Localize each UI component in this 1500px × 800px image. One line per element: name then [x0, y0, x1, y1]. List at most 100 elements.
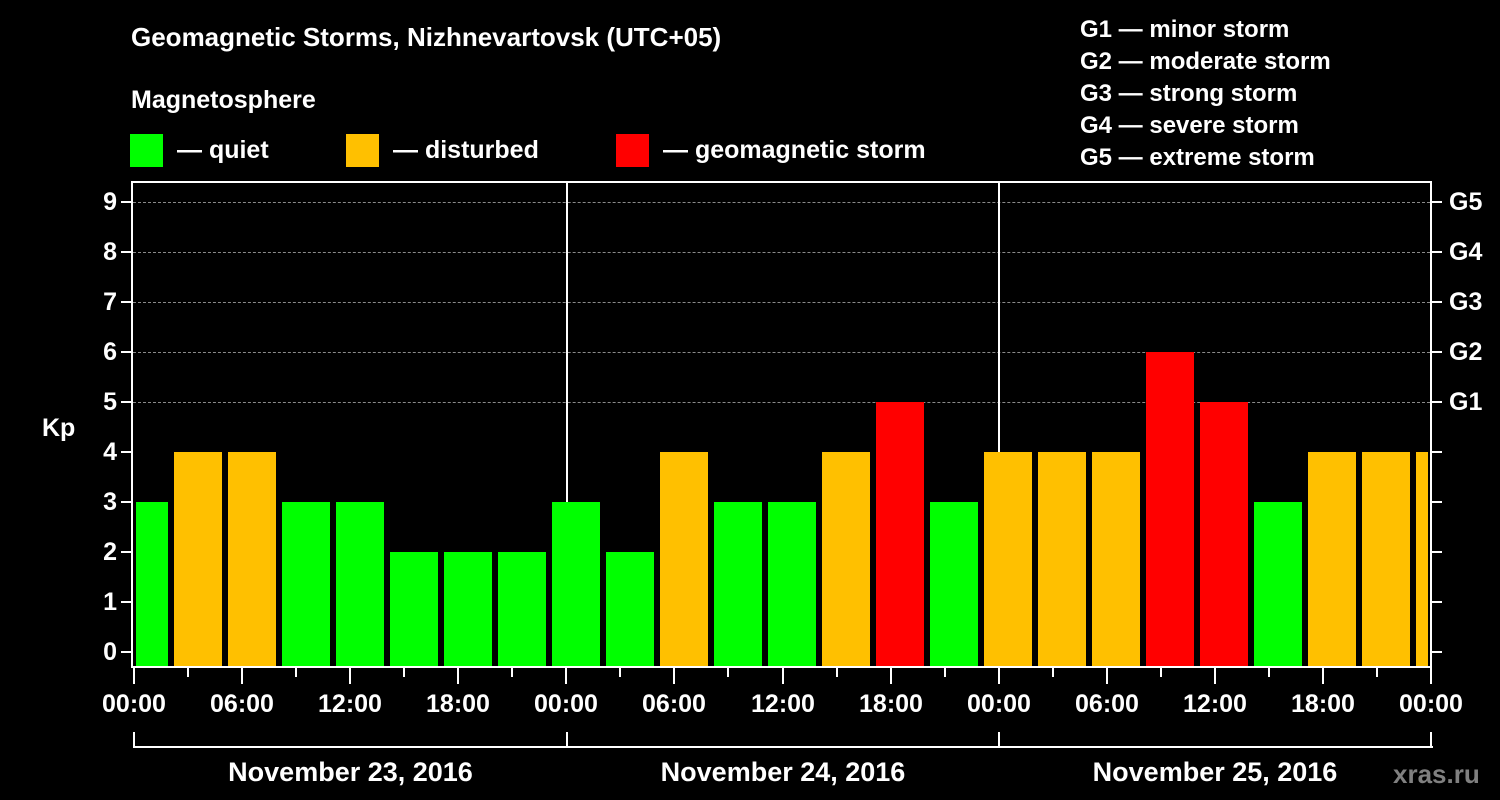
x-tick — [890, 668, 892, 684]
x-tick-label: 18:00 — [426, 690, 490, 718]
x-tick — [619, 668, 621, 677]
y-tick — [121, 451, 131, 453]
legend-item-storm: — geomagnetic storm — [616, 134, 926, 167]
date-bracket-tick — [566, 732, 568, 748]
chart-title: Geomagnetic Storms, Nizhnevartovsk (UTC+… — [131, 22, 722, 52]
g-tick-label: G2 — [1449, 338, 1483, 366]
y-tick-label: 0 — [103, 638, 117, 666]
date-label: November 24, 2016 — [660, 757, 906, 787]
kp-bar-storm — [1200, 402, 1248, 667]
gridline — [133, 352, 1430, 353]
y-tick-right — [1432, 251, 1442, 253]
kp-bar-quiet — [336, 502, 384, 667]
y-axis-label: Kp — [42, 414, 76, 442]
x-tick — [1106, 668, 1108, 684]
y-tick — [121, 351, 131, 353]
y-tick-label: 7 — [103, 288, 117, 316]
plot-area — [131, 181, 1432, 668]
kp-bar-disturbed — [1308, 452, 1356, 667]
day-divider — [998, 183, 1000, 667]
kp-bar-storm — [876, 402, 924, 667]
x-tick — [727, 668, 729, 677]
kp-bar-quiet — [390, 552, 438, 667]
legend-label-storm: — geomagnetic storm — [663, 136, 926, 164]
x-tick — [673, 668, 675, 684]
gridline — [133, 252, 1430, 253]
x-tick-label: 06:00 — [210, 690, 274, 718]
kp-bar-quiet — [930, 502, 978, 667]
date-label: November 23, 2016 — [228, 757, 473, 787]
x-tick — [187, 668, 189, 677]
x-tick — [1376, 668, 1378, 677]
gridline — [133, 202, 1430, 203]
g-scale-item: G1 — minor storm — [1080, 16, 1290, 43]
x-tick — [1430, 668, 1432, 684]
legend-swatch-storm — [616, 134, 649, 167]
x-tick-label: 18:00 — [1291, 690, 1355, 718]
y-tick-label: 5 — [103, 388, 117, 416]
gridline — [133, 402, 1430, 403]
x-tick-label: 12:00 — [1183, 690, 1247, 718]
kp-bar-disturbed — [660, 452, 708, 667]
x-tick — [1052, 668, 1054, 677]
y-tick-right — [1432, 201, 1442, 203]
day-divider — [566, 183, 568, 667]
legend-item-quiet: — quiet — [130, 134, 269, 167]
kp-bar-quiet — [552, 502, 600, 667]
kp-bar-quiet — [282, 502, 330, 667]
x-tick — [836, 668, 838, 677]
y-tick — [121, 651, 131, 653]
y-tick — [121, 551, 131, 553]
legend-label-quiet: — quiet — [177, 136, 269, 164]
y-tick-right — [1432, 551, 1442, 553]
x-tick — [457, 668, 459, 684]
kp-bar-quiet — [444, 552, 492, 667]
x-tick-label: 00:00 — [1399, 690, 1463, 718]
date-bracket-tick — [133, 732, 135, 748]
y-tick-right — [1432, 451, 1442, 453]
x-tick — [1322, 668, 1324, 684]
kp-bar-quiet — [768, 502, 816, 667]
gridline — [133, 302, 1430, 303]
y-tick — [121, 301, 131, 303]
g-scale-item: G2 — moderate storm — [1080, 48, 1331, 75]
date-bracket-tick — [998, 732, 1000, 748]
x-tick-label: 00:00 — [534, 690, 598, 718]
y-tick-right — [1432, 501, 1442, 503]
g-tick-label: G3 — [1449, 288, 1483, 316]
y-tick-label: 4 — [103, 438, 117, 466]
x-tick-label: 00:00 — [967, 690, 1031, 718]
legend-label-disturbed: — disturbed — [393, 136, 539, 164]
date-label: November 25, 2016 — [1092, 757, 1338, 787]
kp-bar-disturbed — [984, 452, 1032, 667]
g-scale-item: G3 — strong storm — [1080, 80, 1298, 107]
x-tick — [349, 668, 351, 684]
x-tick — [1160, 668, 1162, 677]
x-tick — [1214, 668, 1216, 684]
g-tick-label: G1 — [1449, 388, 1483, 416]
kp-bar-quiet — [136, 502, 168, 667]
x-tick-label: 00:00 — [102, 690, 166, 718]
y-tick — [121, 401, 131, 403]
legend-item-disturbed: — disturbed — [346, 134, 539, 167]
y-tick-label: 8 — [103, 238, 117, 266]
y-tick-right — [1432, 351, 1442, 353]
legend-swatch-quiet — [130, 134, 163, 167]
kp-bar-quiet — [606, 552, 654, 667]
kp-bar-disturbed — [822, 452, 870, 667]
y-tick — [121, 251, 131, 253]
x-tick-label: 12:00 — [318, 690, 382, 718]
x-tick — [998, 668, 1000, 684]
g-tick-label: G5 — [1449, 188, 1483, 216]
x-tick — [241, 668, 243, 684]
g-scale-legend: G1 — minor storm G2 — moderate storm G3 … — [1080, 14, 1331, 174]
x-tick — [511, 668, 513, 677]
kp-bar-disturbed — [228, 452, 276, 667]
y-tick-right — [1432, 601, 1442, 603]
g-scale-item: G4 — severe storm — [1080, 112, 1299, 139]
y-tick-label: 9 — [103, 188, 117, 216]
x-tick — [403, 668, 405, 677]
x-tick — [944, 668, 946, 677]
y-tick-label: 2 — [103, 538, 117, 566]
y-tick-right — [1432, 301, 1442, 303]
